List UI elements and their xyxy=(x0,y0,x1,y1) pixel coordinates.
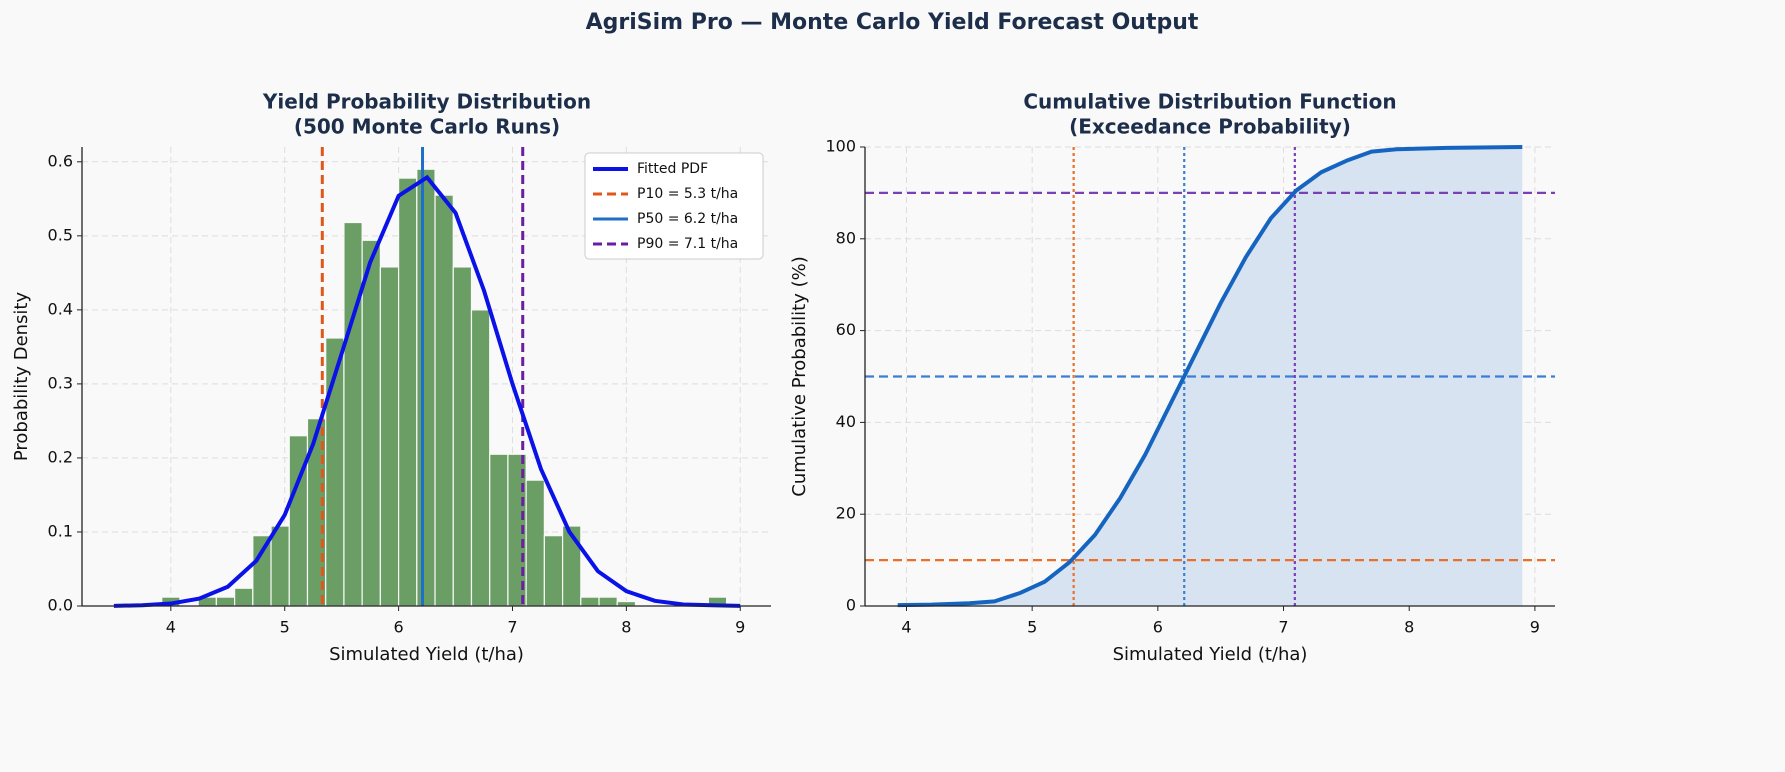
y-tick-label: 0.5 xyxy=(48,225,73,244)
histogram-bar xyxy=(234,587,254,607)
histogram-bar xyxy=(434,194,454,607)
legend-label: P50 = 6.2 t/ha xyxy=(637,211,738,227)
subplot: Yield Probability Distribution(500 Monte… xyxy=(11,90,771,665)
y-tick-label: 0.3 xyxy=(48,373,73,392)
x-tick-label: 9 xyxy=(1530,618,1540,637)
histogram-bar xyxy=(616,600,637,607)
x-axis-label: Simulated Yield (t/ha) xyxy=(1113,644,1308,665)
histogram-bar xyxy=(343,221,363,607)
x-tick-label: 4 xyxy=(166,618,176,637)
histogram-bar xyxy=(270,525,290,607)
y-tick-label: 0 xyxy=(846,596,856,615)
histogram-bar xyxy=(525,479,545,607)
legend-label: Fitted PDF xyxy=(637,161,708,177)
x-tick-label: 8 xyxy=(1404,618,1414,637)
y-tick-label: 0.6 xyxy=(48,151,73,170)
subplot: Cumulative Distribution Function(Exceeda… xyxy=(789,90,1555,665)
x-tick-label: 8 xyxy=(621,618,631,637)
y-tick-label: 0.2 xyxy=(48,447,73,466)
figure-title: AgriSim Pro — Monte Carlo Yield Forecast… xyxy=(586,10,1199,35)
histogram-bar xyxy=(470,309,491,607)
subplot-title: Yield Probability Distribution xyxy=(262,90,591,114)
x-axis-label: Simulated Yield (t/ha) xyxy=(329,644,524,665)
histogram-bar xyxy=(252,535,272,607)
x-tick-label: 9 xyxy=(735,618,745,637)
y-tick-label: 80 xyxy=(836,228,856,247)
y-axis-label: Cumulative Probability (%) xyxy=(789,256,810,496)
histogram-bar xyxy=(215,596,236,607)
legend-label: P10 = 5.3 t/ha xyxy=(637,186,738,202)
pdf-curve xyxy=(113,174,741,608)
x-tick-label: 4 xyxy=(901,618,911,637)
x-tick-label: 7 xyxy=(1278,618,1288,637)
y-tick-label: 60 xyxy=(836,320,856,339)
x-tick-label: 5 xyxy=(1027,618,1037,637)
x-tick-label: 6 xyxy=(394,618,404,637)
x-tick-label: 6 xyxy=(1153,618,1163,637)
y-tick-label: 40 xyxy=(836,412,856,431)
histogram-bar xyxy=(489,453,509,607)
histogram-bar xyxy=(580,596,600,607)
histogram-bar xyxy=(543,535,564,607)
x-tick-label: 7 xyxy=(507,618,517,637)
y-tick-label: 0.1 xyxy=(48,521,73,540)
subplot-title: (Exceedance Probability) xyxy=(1069,115,1351,139)
legend-label: P90 = 7.1 t/ha xyxy=(637,236,738,252)
y-tick-label: 0.0 xyxy=(48,596,73,615)
y-tick-label: 0.4 xyxy=(48,299,73,318)
histogram-bar xyxy=(379,266,400,607)
histogram-bar xyxy=(416,168,436,607)
histogram-bar xyxy=(598,596,618,607)
histogram-bar xyxy=(452,266,473,607)
subplot-title: Cumulative Distribution Function xyxy=(1023,90,1396,114)
histogram-bar xyxy=(361,239,381,607)
legend-box xyxy=(584,152,764,260)
y-tick-label: 20 xyxy=(836,504,856,523)
cdf-line xyxy=(897,145,1523,608)
subplot-title: (500 Monte Carlo Runs) xyxy=(294,115,560,139)
y-tick-label: 100 xyxy=(825,137,856,156)
y-axis-label: Probability Density xyxy=(11,292,32,462)
x-tick-label: 5 xyxy=(280,618,290,637)
histogram-bar xyxy=(397,177,418,607)
